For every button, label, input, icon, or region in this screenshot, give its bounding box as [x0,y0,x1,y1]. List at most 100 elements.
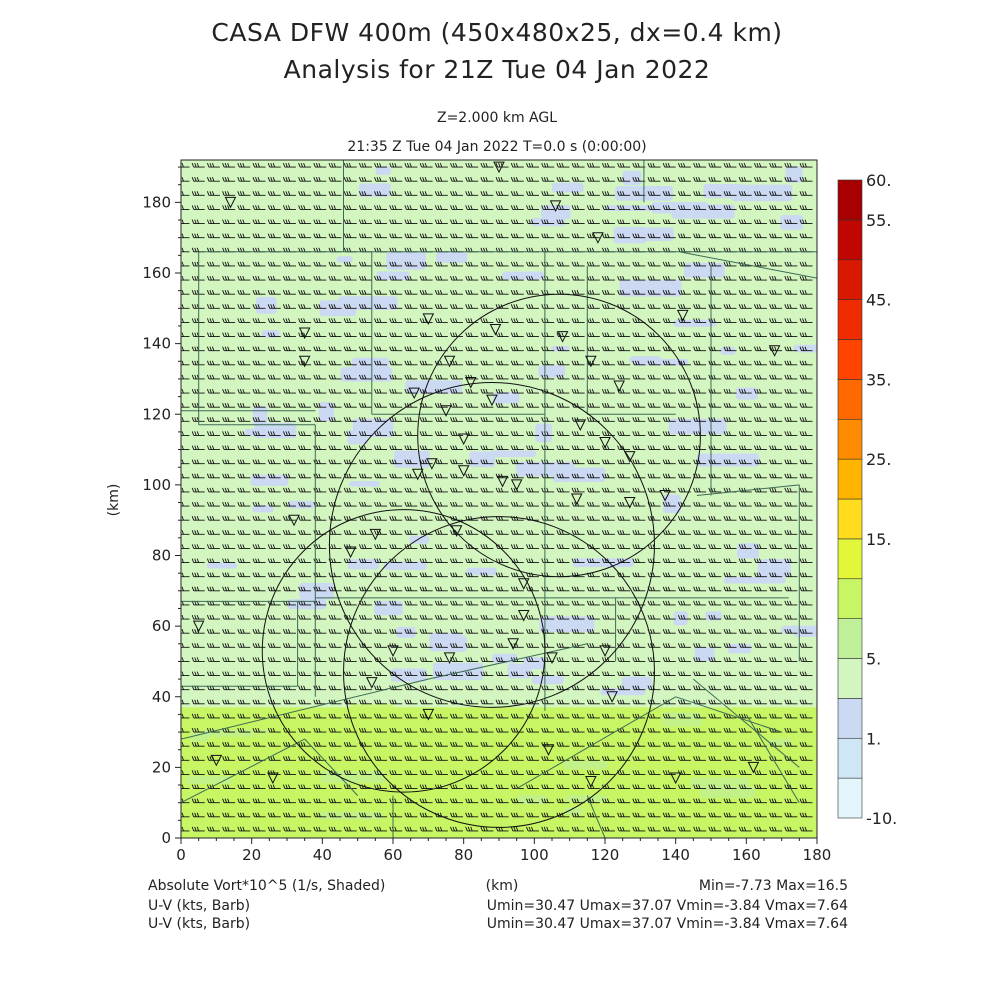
station-marker [599,645,611,657]
station-marker [613,380,625,393]
colorbar-swatch [837,777,863,819]
colorbar-swatch [837,219,863,261]
colorbar-swatch [837,737,863,779]
x-tick-label: 140 [661,846,690,864]
field-patch [319,811,384,820]
field-patch [469,451,496,468]
barb-stats-2: Umin=30.47 Umax=37.07 Vmin=-3.84 Vmax=7.… [487,916,848,932]
station-marker [422,313,435,326]
station-marker [192,620,205,633]
station-marker [606,691,618,703]
colorbar-swatch [837,658,863,699]
station-marker [387,645,399,657]
colorbar-swatch [837,259,863,300]
min-max-label: Min=-7.73 Max=16.5 [699,878,848,894]
radar-ring-4 [343,516,655,828]
field-patch [226,816,276,831]
station-marker [585,355,597,368]
station-marker [440,405,452,417]
field-patch [252,406,268,426]
station-marker [224,196,237,209]
vorticity-field [181,160,817,838]
radar-ring-3 [261,509,546,793]
field-patch [785,166,803,183]
footer: Absolute Vort*10^5 (1/s, Shaded) (km) Mi… [148,878,848,932]
colorbar-swatch [837,179,863,221]
field-patch [541,205,571,220]
field-patch [535,423,552,443]
field-patch [255,296,277,314]
station-marker [517,578,530,590]
field-patch [757,559,791,578]
colorbar-swatch [837,618,863,659]
station-marker [486,394,498,407]
county-boundaries [181,160,817,838]
field-patch [374,600,403,616]
station-marker [288,514,300,527]
station-marker [267,772,279,785]
field-patch [621,676,653,690]
field-patch [386,251,426,270]
field-patch [352,357,390,376]
field-patch [252,505,274,513]
field-patch [466,567,497,576]
colorbar-swatch [837,578,863,619]
field-label: Absolute Vort*10^5 (1/s, Shaded) [148,878,385,894]
station-marker [443,652,456,665]
station-marker [422,708,435,721]
barb-grid [181,162,813,832]
radar-ring-2 [328,381,655,708]
station-marker [443,355,456,368]
station-marker [599,437,611,449]
barb-label-1: U-V (kts, Barb) [148,898,250,914]
station-marker [546,652,558,665]
station-marker [411,468,424,481]
field-patch [429,632,463,652]
field-patch [780,214,804,230]
station-marker [574,419,587,431]
y-axis: 0 20 40 60 80 100 120 140 160 180 [142,166,181,847]
station-marker [659,489,671,502]
field-patch [564,807,584,815]
x-tick-label: 20 [242,846,261,864]
field-patch [254,422,297,439]
station-marker [549,200,562,213]
field-patch [350,703,394,720]
station-marker [493,161,505,174]
x-tick-label: 120 [591,846,620,864]
field-patch [475,749,521,757]
field-patch [622,170,642,186]
x-tick-label: 180 [803,846,832,864]
chart-title: CASA DFW 400m (450x480x25, dx=0.4 km) [211,18,782,47]
x-tick-label: 60 [383,846,402,864]
field-patch [694,647,715,661]
y-tick-label: 180 [142,193,171,211]
radar-range-rings [261,293,701,828]
x-unit-label: (km) [486,878,519,894]
field-patch [703,183,743,199]
field-patch [690,777,750,788]
colorbar-swatch [837,339,863,380]
field-patch [731,184,793,202]
field-patch [523,657,546,670]
field-patch [375,166,391,175]
y-tick-label: 40 [152,688,171,706]
station-marker [298,327,311,340]
field-patch [696,453,760,467]
x-tick-label: 40 [313,846,332,864]
field-patch [673,611,688,626]
station-marker [570,493,583,506]
y-tick-label: 80 [152,547,171,565]
level-label: Z=2.000 km AGL [437,110,557,126]
station-marker [426,458,438,470]
x-tick-label: 0 [176,846,186,864]
x-tick-label: 160 [732,846,761,864]
y-tick-label: 120 [142,405,171,423]
station-marker [365,677,378,689]
field-patch [723,577,786,584]
field-patch [405,380,463,394]
colorbar-swatch [837,698,863,739]
station-marker [450,525,463,537]
colorbar-label: -10. [866,809,897,828]
